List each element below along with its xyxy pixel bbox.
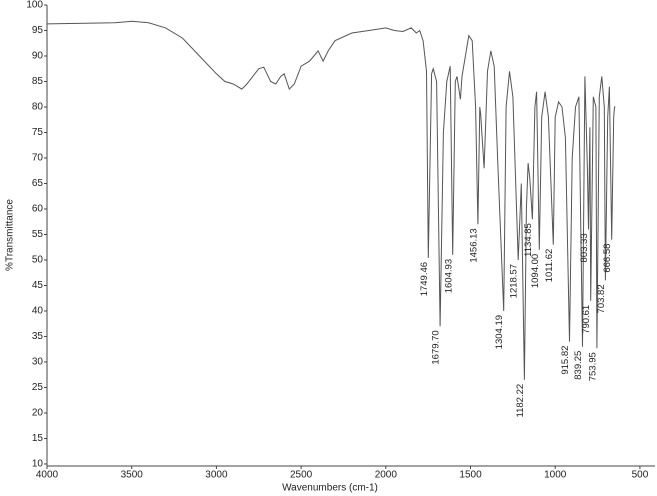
y-tick-label: 90 — [32, 51, 44, 62]
y-tick-label: 30 — [32, 357, 44, 368]
spectrum-line — [46, 20, 616, 380]
y-tick-label: 35 — [32, 331, 44, 342]
x-tick-label: 500 — [632, 470, 649, 481]
y-tick-label: 85 — [32, 76, 44, 87]
peak-label: 1604.93 — [443, 259, 454, 293]
x-tick-label: 4000 — [36, 470, 59, 481]
peak-label: 1218.57 — [509, 264, 520, 298]
y-tick-label: 50 — [32, 255, 44, 266]
y-tick-label: 10 — [32, 459, 44, 470]
x-tick-label: 2500 — [290, 470, 313, 481]
x-tick-label: 1000 — [544, 470, 567, 481]
y-axis-label: %Transmittance — [5, 199, 16, 271]
peak-label: 1749.46 — [419, 262, 430, 296]
x-tick-label: 3500 — [121, 470, 144, 481]
peak-label: 1011.62 — [544, 249, 555, 283]
y-tick-label: 20 — [32, 408, 44, 419]
peak-label: 803.33 — [579, 233, 590, 262]
peak-label: 915.82 — [560, 346, 571, 375]
peak-label: 790.61 — [581, 305, 592, 334]
y-tick-label: 55 — [32, 229, 44, 240]
peak-label: 1304.19 — [494, 315, 505, 349]
x-axis-label: Wavenumbers (cm-1) — [282, 483, 378, 494]
peak-label: 1679.70 — [431, 330, 442, 364]
peak-label: 753.95 — [587, 352, 598, 381]
x-tick-label: 2000 — [375, 470, 398, 481]
y-tick-label: 45 — [32, 280, 44, 291]
peak-label: 666.58 — [602, 244, 613, 273]
x-tick-label: 3000 — [205, 470, 228, 481]
peak-label: 839.25 — [573, 351, 584, 380]
y-tick-label: 25 — [32, 382, 44, 393]
y-tick-label: 70 — [32, 153, 44, 164]
y-tick-label: 80 — [32, 102, 44, 113]
peak-label: 1456.13 — [468, 228, 479, 262]
y-tick-label: 75 — [32, 127, 44, 138]
peak-label: 1134.85 — [523, 223, 534, 257]
y-tick-label: 40 — [32, 306, 44, 317]
peak-label: 1094.00 — [530, 254, 541, 288]
y-tick-label: 100 — [26, 0, 43, 11]
x-tick-label: 1500 — [459, 470, 482, 481]
y-tick-label: 15 — [32, 433, 44, 444]
y-tick-label: 65 — [32, 178, 44, 189]
peak-label: 703.82 — [596, 284, 607, 313]
y-tick-label: 60 — [32, 204, 44, 215]
y-tick-label: 95 — [32, 25, 44, 36]
peak-label: 1182.22 — [515, 384, 526, 418]
